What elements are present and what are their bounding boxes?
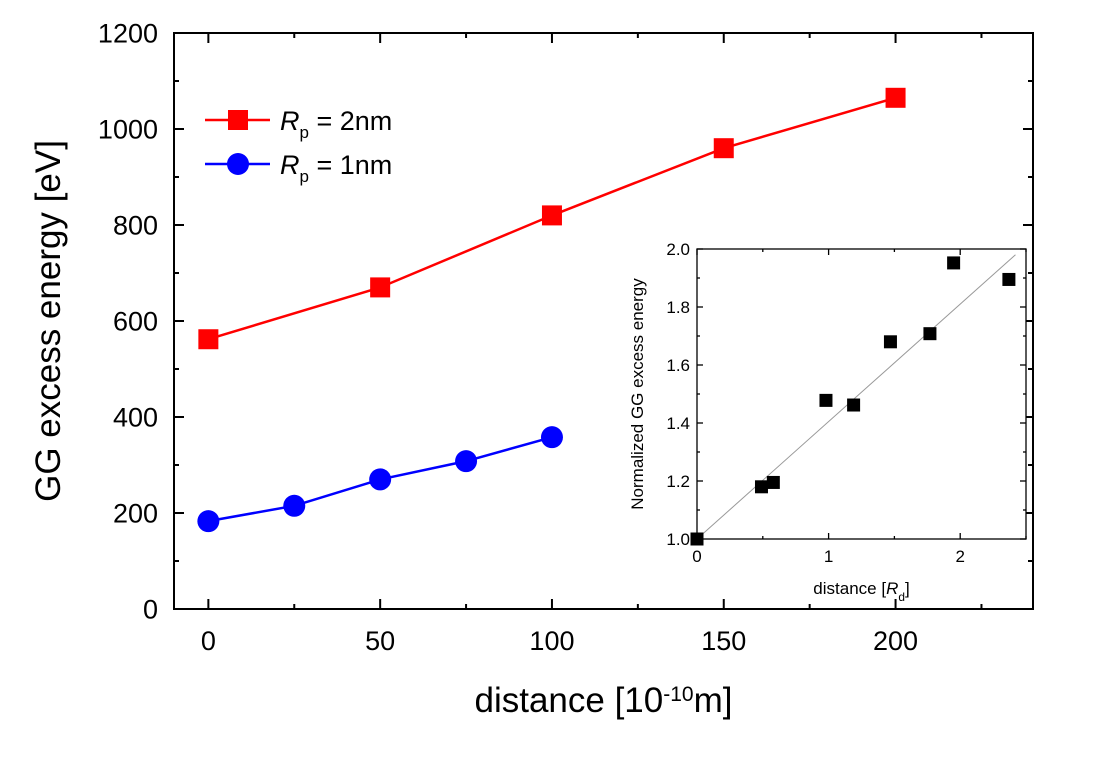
y-tick-label: 1200 xyxy=(98,18,158,48)
data-point-square xyxy=(847,398,861,412)
y-tick-label: 1000 xyxy=(98,114,158,144)
y-tick-label: 1.2 xyxy=(666,472,690,491)
series-1 xyxy=(198,87,906,350)
x-axis-label: distance [Rd] xyxy=(813,579,909,604)
legend-marker-square xyxy=(228,110,248,130)
inset-chart: 1.0 1.2 1.4 1.6 1.8 2.0 0 1 2 distance [Rd] Normal… xyxy=(628,240,1027,604)
y-tick-label: 800 xyxy=(113,210,158,240)
y-axis-label: Normalized GG excess energy xyxy=(628,278,647,510)
data-point-square xyxy=(690,532,704,546)
x-tick-label: 150 xyxy=(701,626,746,656)
data-point-circle xyxy=(197,510,220,533)
inset-series xyxy=(690,256,1016,546)
series-2 xyxy=(197,426,563,533)
y-tick-label: 1.8 xyxy=(666,298,690,317)
x-tick-label: 1 xyxy=(824,547,833,566)
data-point-square xyxy=(1002,272,1016,286)
plot-frame xyxy=(696,248,1027,540)
data-point-square xyxy=(198,329,219,350)
data-point-square xyxy=(713,138,734,159)
legend: Rp = 2nm Rp = 1nm xyxy=(205,106,392,186)
data-point-circle xyxy=(369,468,392,491)
x-tick-label: 200 xyxy=(873,626,918,656)
data-point-square xyxy=(947,256,961,270)
x-tick-label: 100 xyxy=(529,626,574,656)
y-tick-label: 1.6 xyxy=(666,356,690,375)
data-point-square xyxy=(754,480,768,494)
y-tick-label: 400 xyxy=(113,402,158,432)
y-axis-label: GG excess energy [eV] xyxy=(29,140,68,502)
y-tick-label: 600 xyxy=(113,306,158,336)
x-tick-label: 0 xyxy=(692,547,701,566)
data-point-square xyxy=(923,327,937,341)
fit-line xyxy=(696,254,1016,540)
data-point-square xyxy=(885,87,906,108)
x-tick-label: 50 xyxy=(365,626,395,656)
y-tick-label: 1.4 xyxy=(666,414,690,433)
legend-label: Rp = 1nm xyxy=(280,150,392,186)
data-point-circle xyxy=(455,450,478,473)
x-tick-label: 0 xyxy=(201,626,216,656)
legend-label: Rp = 2nm xyxy=(280,106,392,142)
y-tick-label: 200 xyxy=(113,498,158,528)
legend-marker-circle xyxy=(227,153,249,175)
x-axis-label: distance [10-10m] xyxy=(475,681,733,720)
main-chart: 0 200 400 600 800 1000 1200 0 50 100 150 200 distanc… xyxy=(29,18,1034,720)
y-tick-label: 1.0 xyxy=(666,530,690,549)
data-point-circle xyxy=(283,494,306,517)
data-point-square xyxy=(819,393,833,407)
data-point-square xyxy=(541,205,562,226)
x-tick-label: 2 xyxy=(955,547,964,566)
y-tick-label: 0 xyxy=(143,594,158,624)
data-point-square xyxy=(766,475,780,489)
y-tick-label: 2.0 xyxy=(666,240,690,259)
data-point-circle xyxy=(540,426,563,449)
data-point-square xyxy=(370,277,391,298)
data-point-square xyxy=(883,335,897,349)
